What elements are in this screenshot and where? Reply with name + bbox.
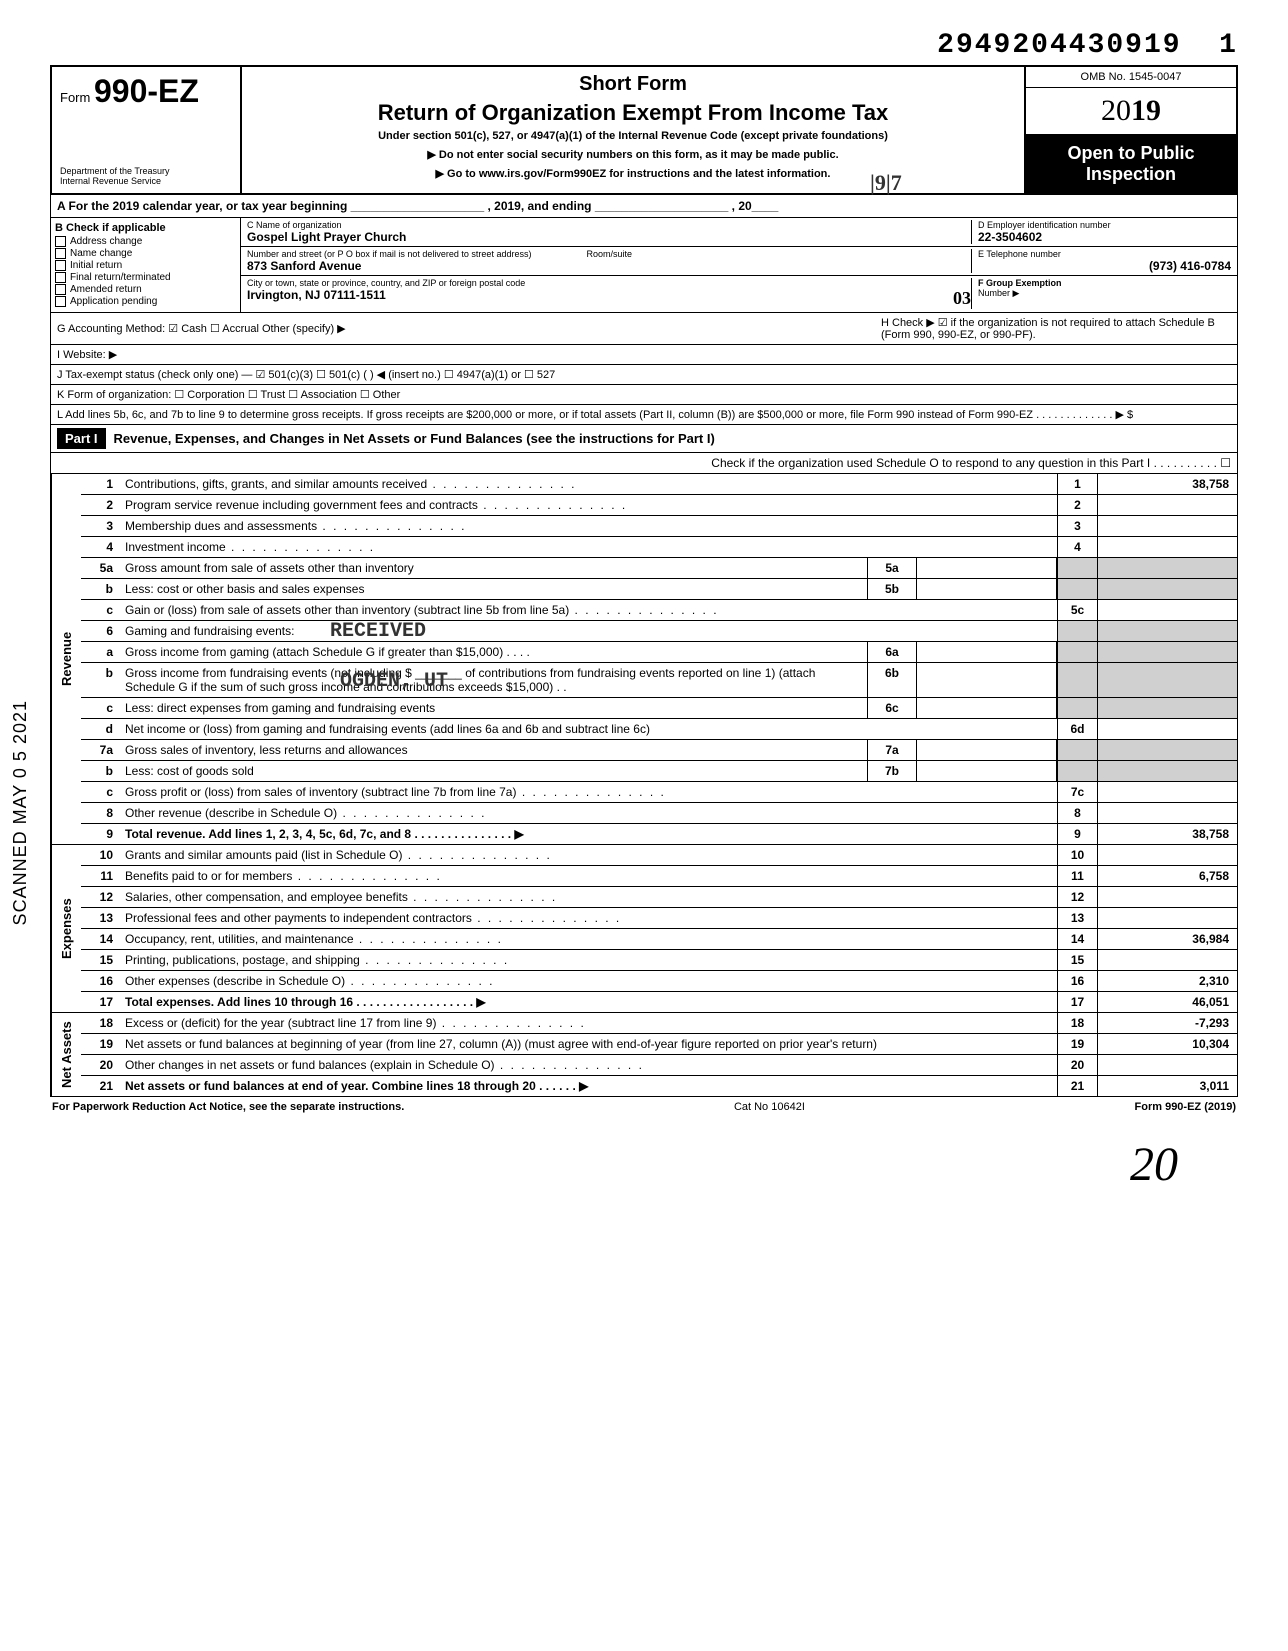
line-5b: Less: cost or other basis and sales expe… — [121, 579, 867, 599]
addr-label: Number and street (or P O box if mail is… — [247, 249, 971, 259]
line-6d: Net income or (loss) from gaming and fun… — [121, 719, 1057, 739]
ein-value: 22-3504602 — [978, 230, 1231, 244]
chk-pending[interactable] — [55, 296, 66, 307]
line-10: Grants and similar amounts paid (list in… — [121, 845, 1057, 865]
e-phone-label: E Telephone number — [978, 249, 1231, 259]
dln-number: 2949204430919 1 — [50, 30, 1238, 61]
chk-initial[interactable] — [55, 260, 66, 271]
open-inspection: Open to Public Inspection — [1026, 135, 1236, 193]
line-4: Investment income — [121, 537, 1057, 557]
line-13: Professional fees and other payments to … — [121, 908, 1057, 928]
line-17: Total expenses. Add lines 10 through 16 … — [121, 992, 1057, 1012]
line-7c: Gross profit or (loss) from sales of inv… — [121, 782, 1057, 802]
form-number: Form 990-EZ — [60, 73, 232, 110]
line-18: Excess or (deficit) for the year (subtra… — [121, 1013, 1057, 1033]
line-7a: Gross sales of inventory, less returns a… — [121, 740, 867, 760]
row-h-schedb: H Check ▶ ☑ if the organization is not r… — [881, 316, 1231, 341]
title-main: Return of Organization Exempt From Incom… — [252, 100, 1014, 126]
row-k-orgform: K Form of organization: ☐ Corporation ☐ … — [50, 385, 1238, 405]
line-19: Net assets or fund balances at beginning… — [121, 1034, 1057, 1054]
line-9: Total revenue. Add lines 1, 2, 3, 4, 5c,… — [121, 824, 1057, 844]
form-header: Form 990-EZ Department of the Treasury I… — [50, 65, 1238, 195]
city-label: City or town, state or province, country… — [247, 278, 971, 288]
line-3: Membership dues and assessments — [121, 516, 1057, 536]
line-15: Printing, publications, postage, and shi… — [121, 950, 1057, 970]
row-a-period: A For the 2019 calendar year, or tax yea… — [50, 195, 1238, 218]
chk-final[interactable] — [55, 272, 66, 283]
line-2: Program service revenue including govern… — [121, 495, 1057, 515]
line-16: Other expenses (describe in Schedule O) — [121, 971, 1057, 991]
note-url: ▶ Go to www.irs.gov/Form990EZ for instru… — [252, 167, 1014, 180]
part1-grid: Revenue 1Contributions, gifts, grants, a… — [50, 474, 1238, 1097]
tax-year: 2019 — [1026, 88, 1236, 135]
scanned-stamp: SCANNED MAY 0 5 2021 — [10, 700, 31, 925]
title-short: Short Form — [252, 73, 1014, 96]
line-6b: Gross income from fundraising events (no… — [121, 663, 867, 697]
hand-03: 03 — [953, 288, 971, 309]
line-6: Gaming and fundraising events: — [121, 621, 1057, 641]
footer-mid: Cat No 10642I — [734, 1101, 805, 1113]
line-1: Contributions, gifts, grants, and simila… — [121, 474, 1057, 494]
row-j-exempt: J Tax-exempt status (check only one) — ☑… — [50, 365, 1238, 385]
omb-number: OMB No. 1545-0047 — [1026, 67, 1236, 88]
page-footer: For Paperwork Reduction Act Notice, see … — [50, 1097, 1238, 1117]
c-name-label: C Name of organization — [247, 220, 971, 230]
line-6c: Less: direct expenses from gaming and fu… — [121, 698, 867, 718]
org-name: Gospel Light Prayer Church — [247, 230, 971, 244]
line-20: Other changes in net assets or fund bala… — [121, 1055, 1057, 1075]
org-info-block: B Check if applicable Address change Nam… — [50, 218, 1238, 313]
col-b-checks: B Check if applicable Address change Nam… — [51, 218, 241, 312]
footer-right: Form 990-EZ (2019) — [1135, 1101, 1236, 1113]
line-11: Benefits paid to or for members — [121, 866, 1057, 886]
label-netassets: Net Assets — [51, 1013, 81, 1096]
label-revenue: Revenue — [51, 474, 81, 844]
line-21: Net assets or fund balances at end of ye… — [121, 1076, 1057, 1096]
line-6a: Gross income from gaming (attach Schedul… — [121, 642, 867, 662]
row-i-website: I Website: ▶ — [50, 345, 1238, 365]
chk-name[interactable] — [55, 248, 66, 259]
part1-check: Check if the organization used Schedule … — [50, 453, 1238, 474]
part1-header: Part I Revenue, Expenses, and Changes in… — [50, 425, 1238, 453]
line-5c: Gain or (loss) from sale of assets other… — [121, 600, 1057, 620]
footer-left: For Paperwork Reduction Act Notice, see … — [52, 1101, 404, 1113]
line-8: Other revenue (describe in Schedule O) — [121, 803, 1057, 823]
line-14: Occupancy, rent, utilities, and maintena… — [121, 929, 1057, 949]
f-group-label: F Group Exemption — [978, 278, 1231, 288]
chk-address[interactable] — [55, 236, 66, 247]
line-12: Salaries, other compensation, and employ… — [121, 887, 1057, 907]
line-5a: Gross amount from sale of assets other t… — [121, 558, 867, 578]
chk-amended[interactable] — [55, 284, 66, 295]
title-sub: Under section 501(c), 527, or 4947(a)(1)… — [252, 130, 1014, 142]
city-value: Irvington, NJ 07111-1511 03 — [247, 288, 971, 302]
line-7b: Less: cost of goods sold — [121, 761, 867, 781]
signature-mark: 20 — [50, 1137, 1238, 1192]
f-group-number: Number ▶ — [978, 288, 1231, 299]
d-ein-label: D Employer identification number — [978, 220, 1231, 230]
row-g-accounting: G Accounting Method: ☑ Cash ☐ Accrual Ot… — [50, 313, 1238, 345]
row-l-gross: L Add lines 5b, 6c, and 7b to line 9 to … — [50, 405, 1238, 425]
street-address: 873 Sanford Avenue — [247, 259, 971, 273]
dept-treasury: Department of the Treasury Internal Reve… — [60, 167, 232, 187]
phone-value: (973) 416-0784 — [978, 259, 1231, 273]
label-expenses: Expenses — [51, 845, 81, 1012]
note-ssn: ▶ Do not enter social security numbers o… — [252, 148, 1014, 161]
